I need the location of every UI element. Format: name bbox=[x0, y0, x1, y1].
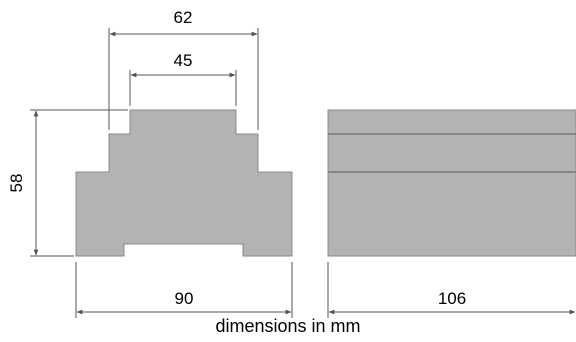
units-caption: dimensions in mm bbox=[215, 316, 361, 336]
dimension-depth bbox=[327, 262, 576, 318]
dimension-label-top-inner: 45 bbox=[174, 51, 193, 70]
dimension-label-depth: 106 bbox=[438, 289, 466, 308]
dimension-height bbox=[30, 109, 128, 257]
dimension-label-front-width: 90 bbox=[175, 289, 194, 308]
side-view-housing bbox=[327, 109, 576, 257]
dimension-label-height: 58 bbox=[7, 174, 26, 193]
dimension-label-top-outer: 62 bbox=[174, 8, 193, 27]
dimension-top-outer bbox=[108, 28, 259, 130]
dimension-front-width bbox=[75, 262, 293, 318]
front-view-housing bbox=[75, 109, 293, 257]
dimension-top-inner bbox=[129, 70, 237, 106]
